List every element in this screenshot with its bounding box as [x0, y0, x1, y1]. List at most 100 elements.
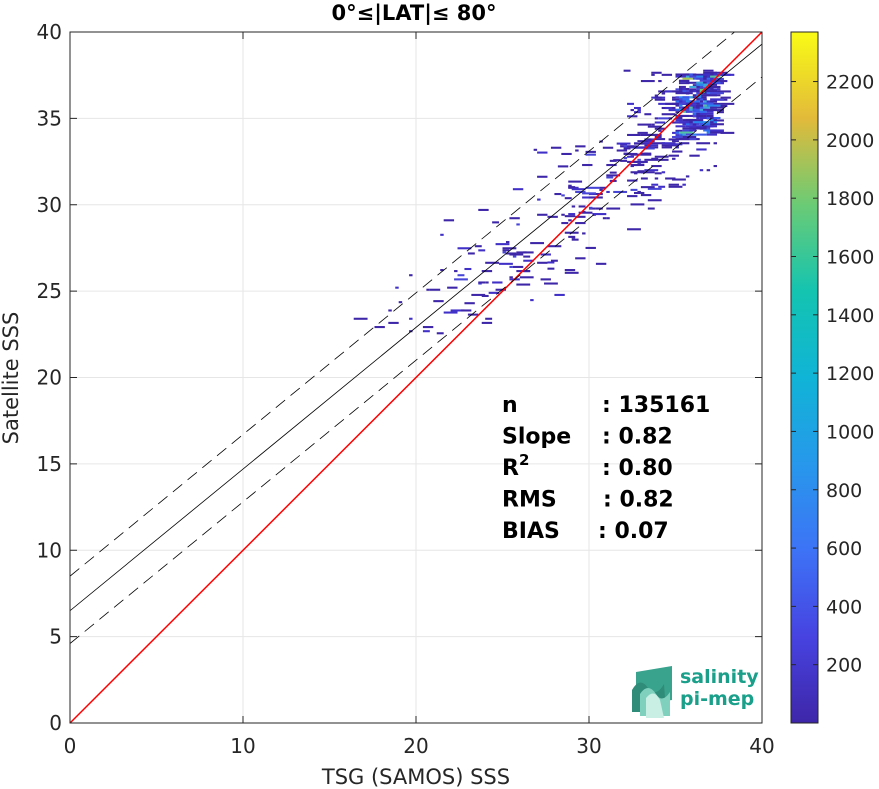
y-tick-label: 10: [37, 538, 62, 562]
density-cell: [575, 222, 586, 225]
density-cell: [717, 80, 728, 83]
density-cell: [689, 85, 697, 88]
density-cell: [571, 188, 586, 191]
density-cell: [675, 111, 679, 114]
density-cell: [630, 203, 645, 206]
density-cell: [672, 157, 676, 160]
density-cell: [544, 282, 558, 285]
density-cell: [720, 104, 728, 107]
density-cell: [633, 111, 641, 114]
density-cell: [706, 88, 721, 91]
confidence-line: [70, 32, 736, 577]
density-cell: [582, 163, 593, 167]
density-cell: [720, 131, 735, 134]
density-cell: [627, 133, 641, 136]
density-cell: [502, 251, 506, 254]
density-cell: [710, 100, 718, 103]
density-cell: [710, 77, 714, 80]
density-cell: [523, 259, 534, 262]
density-cell: [706, 85, 721, 88]
density-cell: [640, 161, 645, 164]
density-cell: [685, 121, 693, 124]
density-cell: [478, 281, 486, 284]
salinity-pimep-logo: salinity pi-mep: [632, 666, 759, 718]
density-cell: [637, 140, 652, 143]
density-cell: [678, 85, 686, 88]
density-cell: [651, 73, 655, 76]
density-cell: [672, 150, 683, 153]
density-cell: [699, 96, 707, 99]
density-cell: [717, 90, 731, 93]
density-cell: [703, 125, 707, 128]
density-cell: [685, 75, 693, 78]
density-cell: [627, 228, 641, 231]
stat-value: : 0.07: [598, 519, 669, 544]
density-cell: [568, 186, 576, 189]
stat-label: BIAS: [502, 519, 560, 544]
density-cell: [661, 171, 666, 174]
density-cell: [710, 108, 718, 111]
colorbar-tick-label: 400: [826, 596, 862, 618]
density-cell: [713, 77, 724, 81]
density-cell: [443, 219, 455, 222]
density-cell: [672, 90, 686, 93]
density-cell: [644, 142, 652, 145]
density-cell: [627, 195, 638, 198]
logo-line2: pi-mep: [680, 688, 754, 710]
density-cell: [675, 88, 679, 91]
density-cell: [668, 109, 679, 112]
density-cell: [647, 187, 662, 190]
density-cell: [710, 131, 724, 134]
density-cell: [710, 73, 714, 76]
density-cell: [592, 193, 603, 196]
density-cell: [602, 146, 614, 149]
density-cell: [540, 253, 551, 256]
stat-value: : 0.82: [603, 488, 674, 513]
density-cell: [460, 309, 472, 312]
density-cell: [685, 110, 693, 113]
density-cell: [623, 147, 631, 150]
density-cell: [516, 251, 527, 254]
density-cell: [706, 127, 711, 130]
density-cell: [689, 108, 693, 111]
density-cell: [654, 155, 669, 158]
density-cell: [627, 102, 634, 105]
density-cell: [689, 154, 700, 157]
density-cell: [658, 80, 662, 83]
density-cell: [689, 73, 693, 76]
density-cell: [575, 190, 586, 194]
density-cell: [422, 330, 430, 333]
density-cell: [703, 104, 707, 107]
density-cell: [672, 142, 676, 145]
axis-ticks: 0 10 20 30 40 0 5 10 15 20 25 30 35 40: [37, 20, 775, 758]
density-cell: [675, 75, 690, 78]
density-cell: [706, 133, 718, 136]
density-cell: [658, 102, 669, 105]
density-cell: [654, 121, 666, 124]
density-cell: [668, 154, 676, 157]
density-cell: [575, 257, 586, 260]
density-cell: [509, 265, 513, 268]
density-cell: [547, 245, 562, 248]
density-cell: [654, 127, 666, 130]
density-cell: [703, 71, 718, 74]
density-cell: [675, 119, 683, 122]
density-cell: [443, 311, 458, 314]
density-cell: [592, 213, 607, 216]
density-cell: [710, 121, 714, 124]
density-cell: [706, 169, 711, 172]
density-cell: [682, 77, 693, 80]
density-cell: [699, 85, 707, 88]
density-cell: [696, 114, 704, 117]
density-cell: [633, 115, 638, 118]
density-cell: [675, 154, 679, 157]
density-cell: [703, 69, 714, 72]
density-cell: [696, 87, 700, 91]
density-cell: [502, 247, 517, 250]
density-cell: [474, 245, 482, 248]
density-cell: [512, 188, 524, 191]
density-cell: [627, 145, 638, 148]
density-cell: [537, 213, 548, 216]
density-cell: [675, 104, 683, 107]
